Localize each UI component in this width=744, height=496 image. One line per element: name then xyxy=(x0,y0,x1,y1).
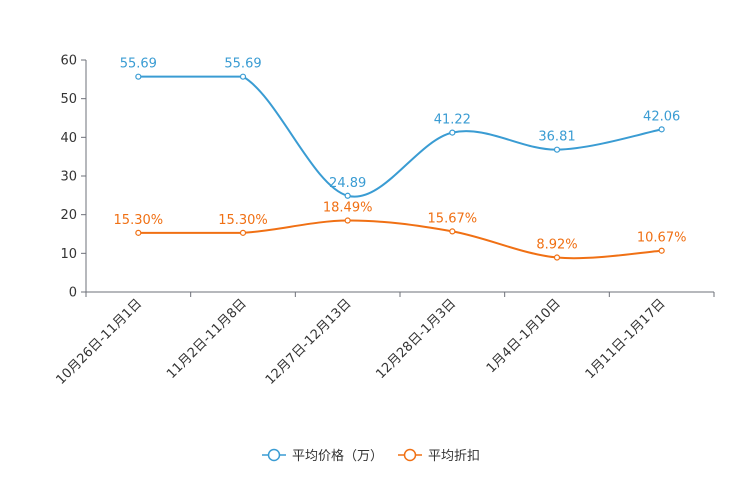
data-label: 15.30% xyxy=(218,213,268,228)
x-tick-label: 1月11日-1月17日 xyxy=(583,296,669,382)
legend-item-avg-price[interactable]: 平均价格（万） xyxy=(262,448,383,464)
data-label: 15.30% xyxy=(114,213,164,228)
y-tick-label: 0 xyxy=(69,286,77,301)
data-label: 18.49% xyxy=(323,201,373,216)
data-point[interactable] xyxy=(658,126,665,133)
series-layer xyxy=(135,73,665,261)
data-point[interactable] xyxy=(658,247,665,254)
x-tick-label: 12月7日-12月13日 xyxy=(263,296,355,388)
data-label: 42.06 xyxy=(643,109,680,124)
legend-marker-icon xyxy=(403,448,417,462)
legend[interactable]: 平均价格（万） 平均折扣 xyxy=(262,448,480,464)
y-tick-label: 10 xyxy=(60,247,77,262)
data-label: 10.67% xyxy=(637,231,687,246)
data-point[interactable] xyxy=(449,129,456,136)
y-tick-label: 20 xyxy=(60,208,77,223)
series-avg-price xyxy=(135,73,665,199)
series-line xyxy=(138,219,662,260)
x-tick-label: 1月4日-1月10日 xyxy=(484,296,564,376)
data-point[interactable] xyxy=(135,229,142,236)
data-point[interactable] xyxy=(239,73,247,80)
data-label: 15.67% xyxy=(428,211,478,226)
series-avg-discount xyxy=(135,217,665,261)
legend-label: 平均价格（万） xyxy=(292,448,383,464)
data-point[interactable] xyxy=(344,192,351,199)
data-point[interactable] xyxy=(449,228,456,235)
data-point[interactable] xyxy=(553,254,561,261)
y-tick-label: 60 xyxy=(60,54,77,69)
legend-label: 平均折扣 xyxy=(428,449,480,464)
data-labels: 55.69 55.69 24.89 41.22 36.81 42.06 15.30% 15.3… xyxy=(114,57,687,253)
data-point[interactable] xyxy=(239,229,247,236)
legend-item-avg-discount[interactable]: 平均折扣 xyxy=(398,448,480,464)
data-point[interactable] xyxy=(135,73,142,80)
data-label: 24.89 xyxy=(329,176,366,191)
x-tick-label: 12月28日-1月3日 xyxy=(373,296,459,382)
data-label: 41.22 xyxy=(434,113,471,128)
y-tick-label: 30 xyxy=(60,170,77,185)
x-tick-label: 11月2日-11月8日 xyxy=(164,296,250,382)
data-point[interactable] xyxy=(344,217,351,224)
x-tick-label: 10月26日-11月1日 xyxy=(54,296,146,388)
data-label: 55.69 xyxy=(224,57,261,72)
data-label: 36.81 xyxy=(538,130,575,145)
data-point[interactable] xyxy=(553,146,561,153)
data-label: 55.69 xyxy=(120,57,157,72)
series-line xyxy=(138,75,662,198)
legend-marker-icon xyxy=(267,448,281,462)
data-label: 8.92% xyxy=(536,238,577,253)
y-tick-label: 40 xyxy=(60,131,77,146)
y-tick-label: 50 xyxy=(60,92,77,107)
